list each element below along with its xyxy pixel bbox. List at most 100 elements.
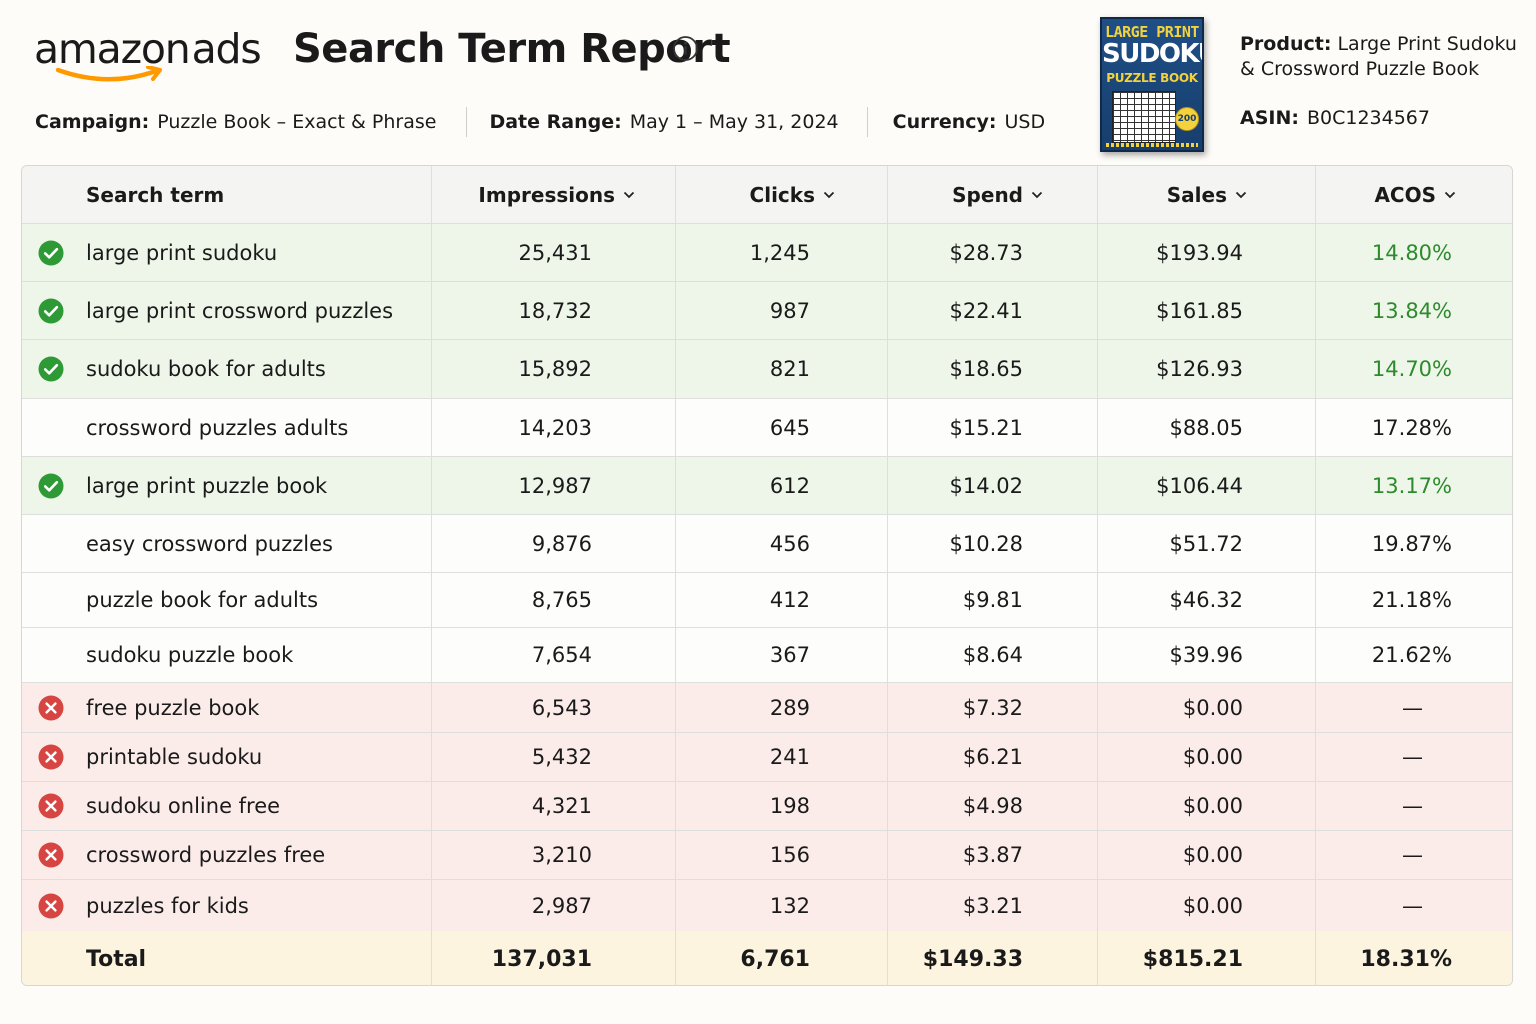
total-acos: 18.31% bbox=[1315, 931, 1512, 985]
product-info: Product: Large Print Sudoku & Crossword … bbox=[1240, 32, 1520, 82]
asin-label: ASIN: bbox=[1240, 107, 1299, 129]
table-row: printable sudoku 5,432 241 $6.21 $0.00— bbox=[22, 733, 1512, 782]
table-header-row: Search term Impressions Clicks Spend Sal… bbox=[22, 166, 1512, 224]
table-row: free puzzle book 6,543 289 $7.32 $0.00— bbox=[22, 683, 1512, 733]
check-circle-icon bbox=[38, 473, 64, 498]
column-header-spend[interactable]: Spend bbox=[887, 166, 1097, 223]
currency-label: Currency: bbox=[892, 111, 997, 133]
clicks-cell: 132 bbox=[675, 880, 887, 931]
spend-cell: $18.65 bbox=[887, 340, 1097, 398]
column-header-acos[interactable]: ACOS bbox=[1315, 166, 1512, 223]
chevron-down-icon bbox=[1444, 191, 1456, 198]
product-name: Large Print Sudoku & Crossword Puzzle Bo… bbox=[1240, 33, 1517, 80]
column-header-clicks[interactable]: Clicks bbox=[675, 166, 887, 223]
clicks-cell: 456 bbox=[675, 515, 887, 572]
cover-badge: 200 bbox=[1175, 107, 1199, 131]
search-term-cell: easy crossword puzzles bbox=[86, 531, 333, 556]
impressions-cell: 8,765 bbox=[431, 573, 675, 627]
date-range-value: May 1 – May 31, 2024 bbox=[629, 111, 839, 133]
clicks-cell: 987 bbox=[675, 282, 887, 339]
search-term-cell: free puzzle book bbox=[86, 695, 260, 720]
table-row: crossword puzzles adults 14,203 645 $15.21 $… bbox=[22, 399, 1512, 457]
clicks-cell: 821 bbox=[675, 340, 887, 398]
impressions-cell: 25,431 bbox=[431, 224, 675, 281]
currency-value: USD bbox=[1004, 111, 1046, 133]
acos-cell: 13.84% bbox=[1315, 282, 1512, 339]
clicks-cell: 241 bbox=[675, 733, 887, 781]
acos-cell: — bbox=[1315, 880, 1512, 931]
row-status bbox=[36, 683, 66, 732]
sales-cell: $161.85 bbox=[1097, 282, 1315, 339]
spend-cell: $6.21 bbox=[887, 733, 1097, 781]
table-row: sudoku book for adults 15,892 821 $18.65 $12… bbox=[22, 340, 1512, 399]
spend-cell: $15.21 bbox=[887, 399, 1097, 456]
product-cover-image: LARGE PRINT SUDOKU PUZZLE BOOK 200 bbox=[1100, 17, 1204, 152]
table-row: large print puzzle book 12,987 612 $14.02 $1… bbox=[22, 457, 1512, 515]
row-status bbox=[36, 224, 66, 281]
currency-meta: Currency: USD bbox=[893, 111, 1045, 133]
cover-line-2: SUDOKU bbox=[1102, 39, 1202, 69]
table-row: crossword puzzles free 3,210 156 $3.87 $0.00… bbox=[22, 831, 1512, 880]
row-status bbox=[36, 515, 66, 572]
table-row: sudoku online free 4,321 198 $4.98 $0.00— bbox=[22, 782, 1512, 831]
spend-cell: $9.81 bbox=[887, 573, 1097, 627]
search-term-cell: crossword puzzles adults bbox=[86, 415, 349, 440]
acos-cell: — bbox=[1315, 733, 1512, 781]
date-range-label: Date Range: bbox=[489, 111, 622, 133]
sales-cell: $88.05 bbox=[1097, 399, 1315, 456]
row-status bbox=[36, 399, 66, 456]
clicks-cell: 612 bbox=[675, 457, 887, 514]
sales-cell: $0.00 bbox=[1097, 880, 1315, 931]
clicks-cell: 412 bbox=[675, 573, 887, 627]
acos-cell: 21.18% bbox=[1315, 573, 1512, 627]
spend-cell: $22.41 bbox=[887, 282, 1097, 339]
impressions-cell: 18,732 bbox=[431, 282, 675, 339]
info-icon[interactable] bbox=[672, 35, 699, 62]
search-term-cell: sudoku puzzle book bbox=[86, 643, 294, 667]
total-sales: $815.21 bbox=[1097, 931, 1315, 985]
impressions-cell: 9,876 bbox=[431, 515, 675, 572]
sales-cell: $126.93 bbox=[1097, 340, 1315, 398]
sales-cell: $0.00 bbox=[1097, 782, 1315, 830]
row-status bbox=[36, 573, 66, 627]
table-row: sudoku puzzle book 7,654 367 $8.64 $39.96 21.… bbox=[22, 628, 1512, 683]
chevron-down-icon bbox=[823, 191, 835, 198]
cross-circle-icon bbox=[38, 695, 64, 720]
date-range-meta: Date Range: May 1 – May 31, 2024 bbox=[489, 111, 838, 133]
row-status bbox=[36, 733, 66, 781]
column-header-impressions[interactable]: Impressions bbox=[431, 166, 675, 223]
row-status bbox=[36, 782, 66, 830]
search-term-cell: printable sudoku bbox=[86, 745, 263, 769]
spend-cell: $14.02 bbox=[887, 457, 1097, 514]
search-term-cell: sudoku book for adults bbox=[86, 357, 326, 381]
acos-cell: — bbox=[1315, 782, 1512, 830]
clicks-cell: 156 bbox=[675, 831, 887, 879]
sales-cell: $0.00 bbox=[1097, 831, 1315, 879]
clicks-cell: 645 bbox=[675, 399, 887, 456]
cover-line-3: PUZZLE BOOK bbox=[1106, 71, 1198, 85]
amazon-smile-icon bbox=[56, 66, 162, 82]
clicks-cell: 367 bbox=[675, 628, 887, 682]
search-term-cell: crossword puzzles free bbox=[86, 843, 326, 867]
cross-circle-icon bbox=[38, 893, 64, 918]
meta-divider bbox=[466, 107, 468, 137]
check-circle-icon bbox=[38, 298, 64, 323]
check-circle-icon bbox=[38, 356, 64, 382]
amazon-ads-logo: amazonads bbox=[34, 26, 264, 86]
campaign-label: Campaign: bbox=[35, 111, 150, 133]
impressions-cell: 4,321 bbox=[431, 782, 675, 830]
check-circle-icon bbox=[38, 240, 64, 265]
row-status bbox=[36, 457, 66, 514]
column-header-sales[interactable]: Sales bbox=[1097, 166, 1315, 223]
impressions-cell: 3,210 bbox=[431, 831, 675, 879]
clicks-cell: 1,245 bbox=[675, 224, 887, 281]
page-title: Search Term Report bbox=[293, 26, 731, 72]
acos-cell: — bbox=[1315, 831, 1512, 879]
sales-cell: $0.00 bbox=[1097, 733, 1315, 781]
row-status bbox=[36, 282, 66, 339]
impressions-cell: 12,987 bbox=[431, 457, 675, 514]
row-status bbox=[36, 880, 66, 931]
acos-cell: 14.70% bbox=[1315, 340, 1512, 398]
logo-word: amazon bbox=[34, 25, 191, 73]
cross-circle-icon bbox=[38, 744, 64, 770]
